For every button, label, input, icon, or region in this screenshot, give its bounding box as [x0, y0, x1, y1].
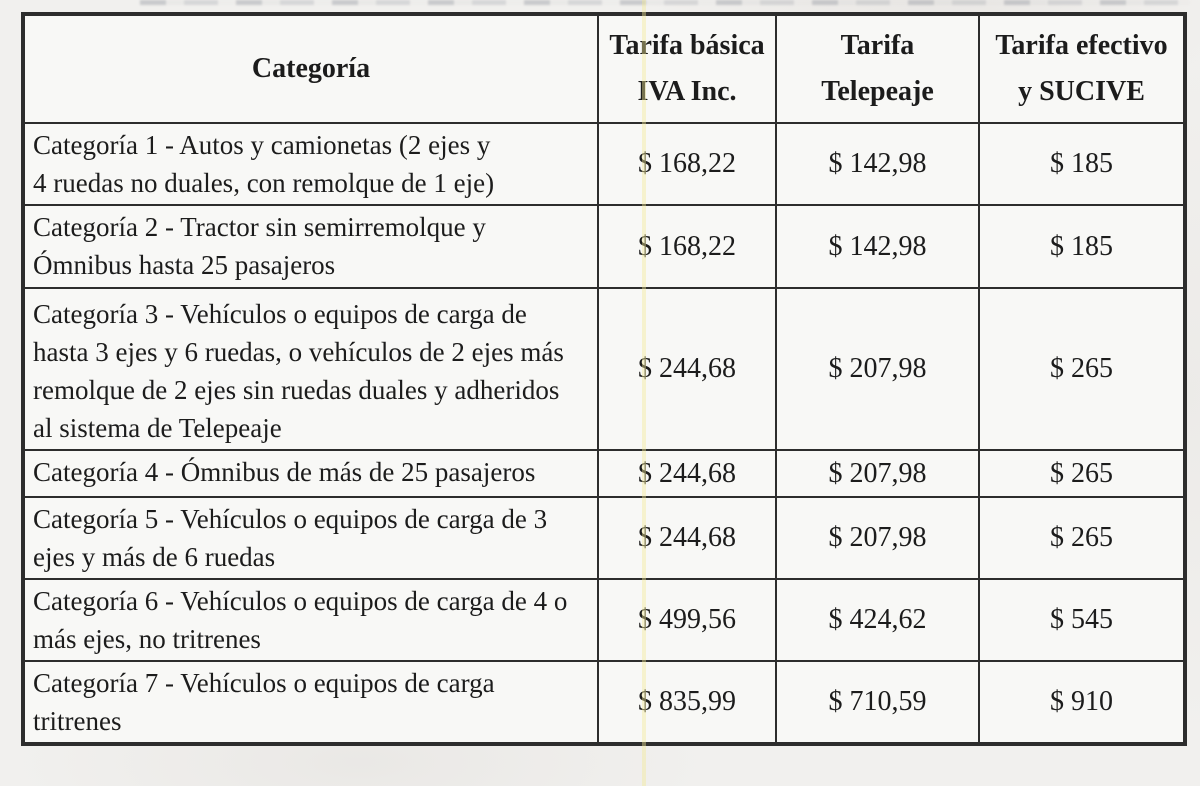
category-text-line: Ómnibus hasta 25 pasajeros — [33, 250, 336, 280]
tarifa-telepeaje-cell: $ 207,98 — [775, 449, 980, 498]
table-row: Categoría 4 - Ómnibus de más de 25 pasaj… — [23, 449, 1185, 498]
category-text-line: Categoría 2 - Tractor sin semirremolque … — [33, 212, 486, 242]
table-row: Categoría 5 - Vehículos o equipos de car… — [23, 496, 1185, 580]
category-cell: Categoría 6 - Vehículos o equipos de car… — [23, 578, 599, 662]
category-text-line: tritrenes — [33, 706, 122, 736]
tarifa-basica-cell: $ 499,56 — [597, 578, 777, 662]
header-tarifa-efectivo-line2: y SUCIVE — [1018, 76, 1145, 107]
tariff-table-body: Categoría 1 - Autos y camionetas (2 ejes… — [23, 122, 1185, 744]
tarifa-telepeaje-cell: $ 710,59 — [775, 660, 980, 744]
table-row: Categoría 1 - Autos y camionetas (2 ejes… — [23, 122, 1185, 206]
header-tarifa-basica: Tarifa básica IVA Inc. — [597, 14, 777, 124]
tarifa-telepeaje-cell: $ 207,98 — [775, 287, 980, 451]
table-row: Categoría 7 - Vehículos o equipos de car… — [23, 660, 1185, 744]
tarifa-telepeaje-cell: $ 142,98 — [775, 122, 980, 206]
toll-tariff-table: Categoría Tarifa básica IVA Inc. Tarifa … — [23, 14, 1185, 744]
category-cell: Categoría 3 - Vehículos o equipos de car… — [23, 287, 599, 451]
tarifa-telepeaje-cell: $ 207,98 — [775, 496, 980, 580]
tarifa-telepeaje-cell: $ 142,98 — [775, 204, 980, 289]
table-row: Categoría 3 - Vehículos o equipos de car… — [23, 287, 1185, 451]
tarifa-efectivo-cell: $ 910 — [978, 660, 1185, 744]
tarifa-basica-cell: $ 835,99 — [597, 660, 777, 744]
tarifa-efectivo-cell: $ 545 — [978, 578, 1185, 662]
tarifa-basica-cell: $ 244,68 — [597, 449, 777, 498]
tarifa-efectivo-cell: $ 265 — [978, 496, 1185, 580]
category-text-line: Categoría 3 - Vehículos o equipos de car… — [33, 299, 527, 329]
category-text-line: 4 ruedas no duales, con remolque de 1 ej… — [33, 168, 495, 198]
header-categoria: Categoría — [23, 14, 599, 124]
tarifa-basica-cell: $ 244,68 — [597, 287, 777, 451]
table-row: Categoría 2 - Tractor sin semirremolque … — [23, 204, 1185, 289]
tarifa-basica-cell: $ 244,68 — [597, 496, 777, 580]
category-cell: Categoría 4 - Ómnibus de más de 25 pasaj… — [23, 449, 599, 498]
category-text-line: al sistema de Telepeaje — [33, 413, 282, 443]
header-tarifa-telepeaje-line1: Tarifa — [840, 30, 915, 61]
category-cell: Categoría 2 - Tractor sin semirremolque … — [23, 204, 599, 289]
scan-artifact-cropped-text — [140, 0, 1190, 5]
header-categoria-label: Categoría — [251, 53, 371, 84]
tarifa-basica-cell: $ 168,22 — [597, 122, 777, 206]
header-tarifa-efectivo: Tarifa efectivo y SUCIVE — [978, 14, 1185, 124]
category-text-line: remolque de 2 ejes sin ruedas duales y a… — [33, 375, 560, 405]
table-row: Categoría 6 - Vehículos o equipos de car… — [23, 578, 1185, 662]
category-cell: Categoría 5 - Vehículos o equipos de car… — [23, 496, 599, 580]
header-tarifa-basica-line2: IVA Inc. — [637, 76, 737, 107]
category-text-line: Categoría 5 - Vehículos o equipos de car… — [33, 504, 548, 534]
tarifa-basica-cell: $ 168,22 — [597, 204, 777, 289]
header-tarifa-telepeaje: Tarifa Telepeaje — [775, 14, 980, 124]
category-cell: Categoría 7 - Vehículos o equipos de car… — [23, 660, 599, 744]
tarifa-efectivo-cell: $ 265 — [978, 287, 1185, 451]
category-cell: Categoría 1 - Autos y camionetas (2 ejes… — [23, 122, 599, 206]
category-text-line: Categoría 4 - Ómnibus de más de 25 pasaj… — [33, 457, 536, 487]
category-text-line: Categoría 1 - Autos y camionetas (2 ejes… — [33, 130, 491, 160]
table-header-row: Categoría Tarifa básica IVA Inc. Tarifa … — [23, 14, 1185, 124]
tarifa-efectivo-cell: $ 185 — [978, 204, 1185, 289]
header-tarifa-efectivo-line1: Tarifa efectivo — [995, 30, 1168, 61]
category-text-line: ejes y más de 6 ruedas — [33, 542, 276, 572]
category-text-line: más ejes, no tritrenes — [33, 624, 261, 654]
category-text-line: Categoría 7 - Vehículos o equipos de car… — [33, 668, 495, 698]
tarifa-efectivo-cell: $ 265 — [978, 449, 1185, 498]
category-text-line: hasta 3 ejes y 6 ruedas, o vehículos de … — [33, 337, 564, 367]
tarifa-telepeaje-cell: $ 424,62 — [775, 578, 980, 662]
tarifa-efectivo-cell: $ 185 — [978, 122, 1185, 206]
header-tarifa-telepeaje-line2: Telepeaje — [821, 76, 934, 107]
header-tarifa-basica-line1: Tarifa básica — [609, 30, 765, 61]
category-text-line: Categoría 6 - Vehículos o equipos de car… — [33, 586, 568, 616]
